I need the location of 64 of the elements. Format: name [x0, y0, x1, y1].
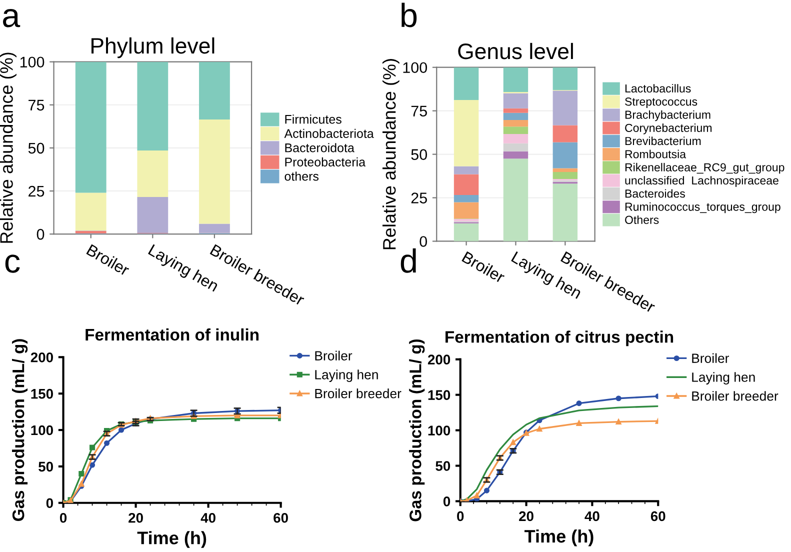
text: c: [5, 254, 20, 273]
x-tick-label: 60: [274, 512, 288, 523]
legend-label: Laying hen: [692, 372, 755, 384]
legend-label: Ruminococcus_torques_group: [625, 202, 780, 214]
legend-label: Lactobacillus: [625, 84, 691, 93]
y-tick-label: 50: [411, 149, 428, 160]
y-tick-label: 0: [46, 498, 53, 508]
y-tick-label: 75: [411, 106, 427, 116]
y-tick-label: 50: [436, 461, 450, 471]
x-tick-label: 60: [650, 511, 666, 522]
legend-label: others: [284, 172, 319, 181]
chart-title: Phylum level: [92, 37, 214, 58]
y-tick-label: 25: [411, 192, 427, 204]
y-axis-title: Relative abundance (%): [0, 52, 16, 243]
y-tick-label: 25: [28, 186, 44, 197]
chart-title: Fermentation of inulin: [86, 328, 259, 341]
legend-label: Broiler breeder: [692, 391, 778, 401]
y-tick-label: 75: [28, 100, 44, 111]
legend-label: Bacteroides: [625, 189, 685, 198]
legend-label: Romboutsia: [625, 150, 686, 158]
y-tick-label: 100: [403, 62, 428, 74]
y-tick-label: 100: [428, 426, 450, 436]
legend-label: Streptococcus: [625, 98, 698, 108]
legend-label: Actinobacteriota: [284, 128, 374, 138]
y-tick-label: 0: [420, 236, 428, 247]
chart-title: Genus level: [458, 42, 573, 60]
y-tick-label: 200: [30, 352, 53, 362]
legend-label: Broiler: [315, 350, 352, 360]
legend-label: unclassified Lachnospiraceae: [625, 176, 778, 187]
text: a: [3, 8, 20, 28]
x-tick-label: 20: [128, 512, 143, 523]
y-tick-label: 100: [20, 56, 44, 68]
legend-label: Proteobacteria: [285, 157, 366, 166]
x-tick-label: 40: [200, 512, 216, 523]
legend-label: Others: [625, 216, 659, 224]
y-tick-label: 150: [428, 390, 450, 400]
x-axis-title: Time (h): [524, 529, 594, 546]
legend-label: Rikenellaceae_RC9_gut_group: [625, 162, 784, 174]
legend-label: Laying hen: [315, 370, 378, 382]
legend-label: Brachybacterium: [625, 110, 710, 122]
x-tick-label: 40: [584, 511, 600, 522]
y-axis-title: Gas production (mL/ g): [409, 339, 425, 522]
x-axis-title: Time (h): [137, 531, 206, 548]
x-tick-label: 0: [457, 511, 464, 522]
y-axis-title: Relative abundance (%): [382, 59, 400, 250]
legend-label: Corynebacterium: [625, 124, 712, 134]
y-tick-label: 200: [428, 354, 450, 365]
legend-label: Bacteroidota: [285, 143, 354, 152]
y-tick-label: 50: [38, 462, 53, 472]
y-tick-label: 0: [443, 496, 450, 506]
text: d: [400, 248, 416, 273]
chart-title: Fermentation of citrus pectin: [446, 330, 674, 346]
x-tick-label: 20: [519, 511, 534, 522]
y-axis-title: Gas production (mL/ g): [12, 339, 28, 521]
y-tick-label: 0: [36, 228, 44, 240]
legend-label: Firmicutes: [285, 114, 342, 124]
text: b: [402, 2, 417, 28]
legend-label: Broiler: [692, 353, 730, 363]
legend-label: Brevibacterium: [625, 136, 701, 146]
y-tick-label: 100: [31, 425, 53, 436]
y-tick-label: 50: [28, 142, 44, 154]
y-tick-label: 150: [31, 388, 53, 399]
x-tick-label: 0: [60, 512, 67, 523]
legend-label: Broiler breeder: [315, 388, 402, 398]
